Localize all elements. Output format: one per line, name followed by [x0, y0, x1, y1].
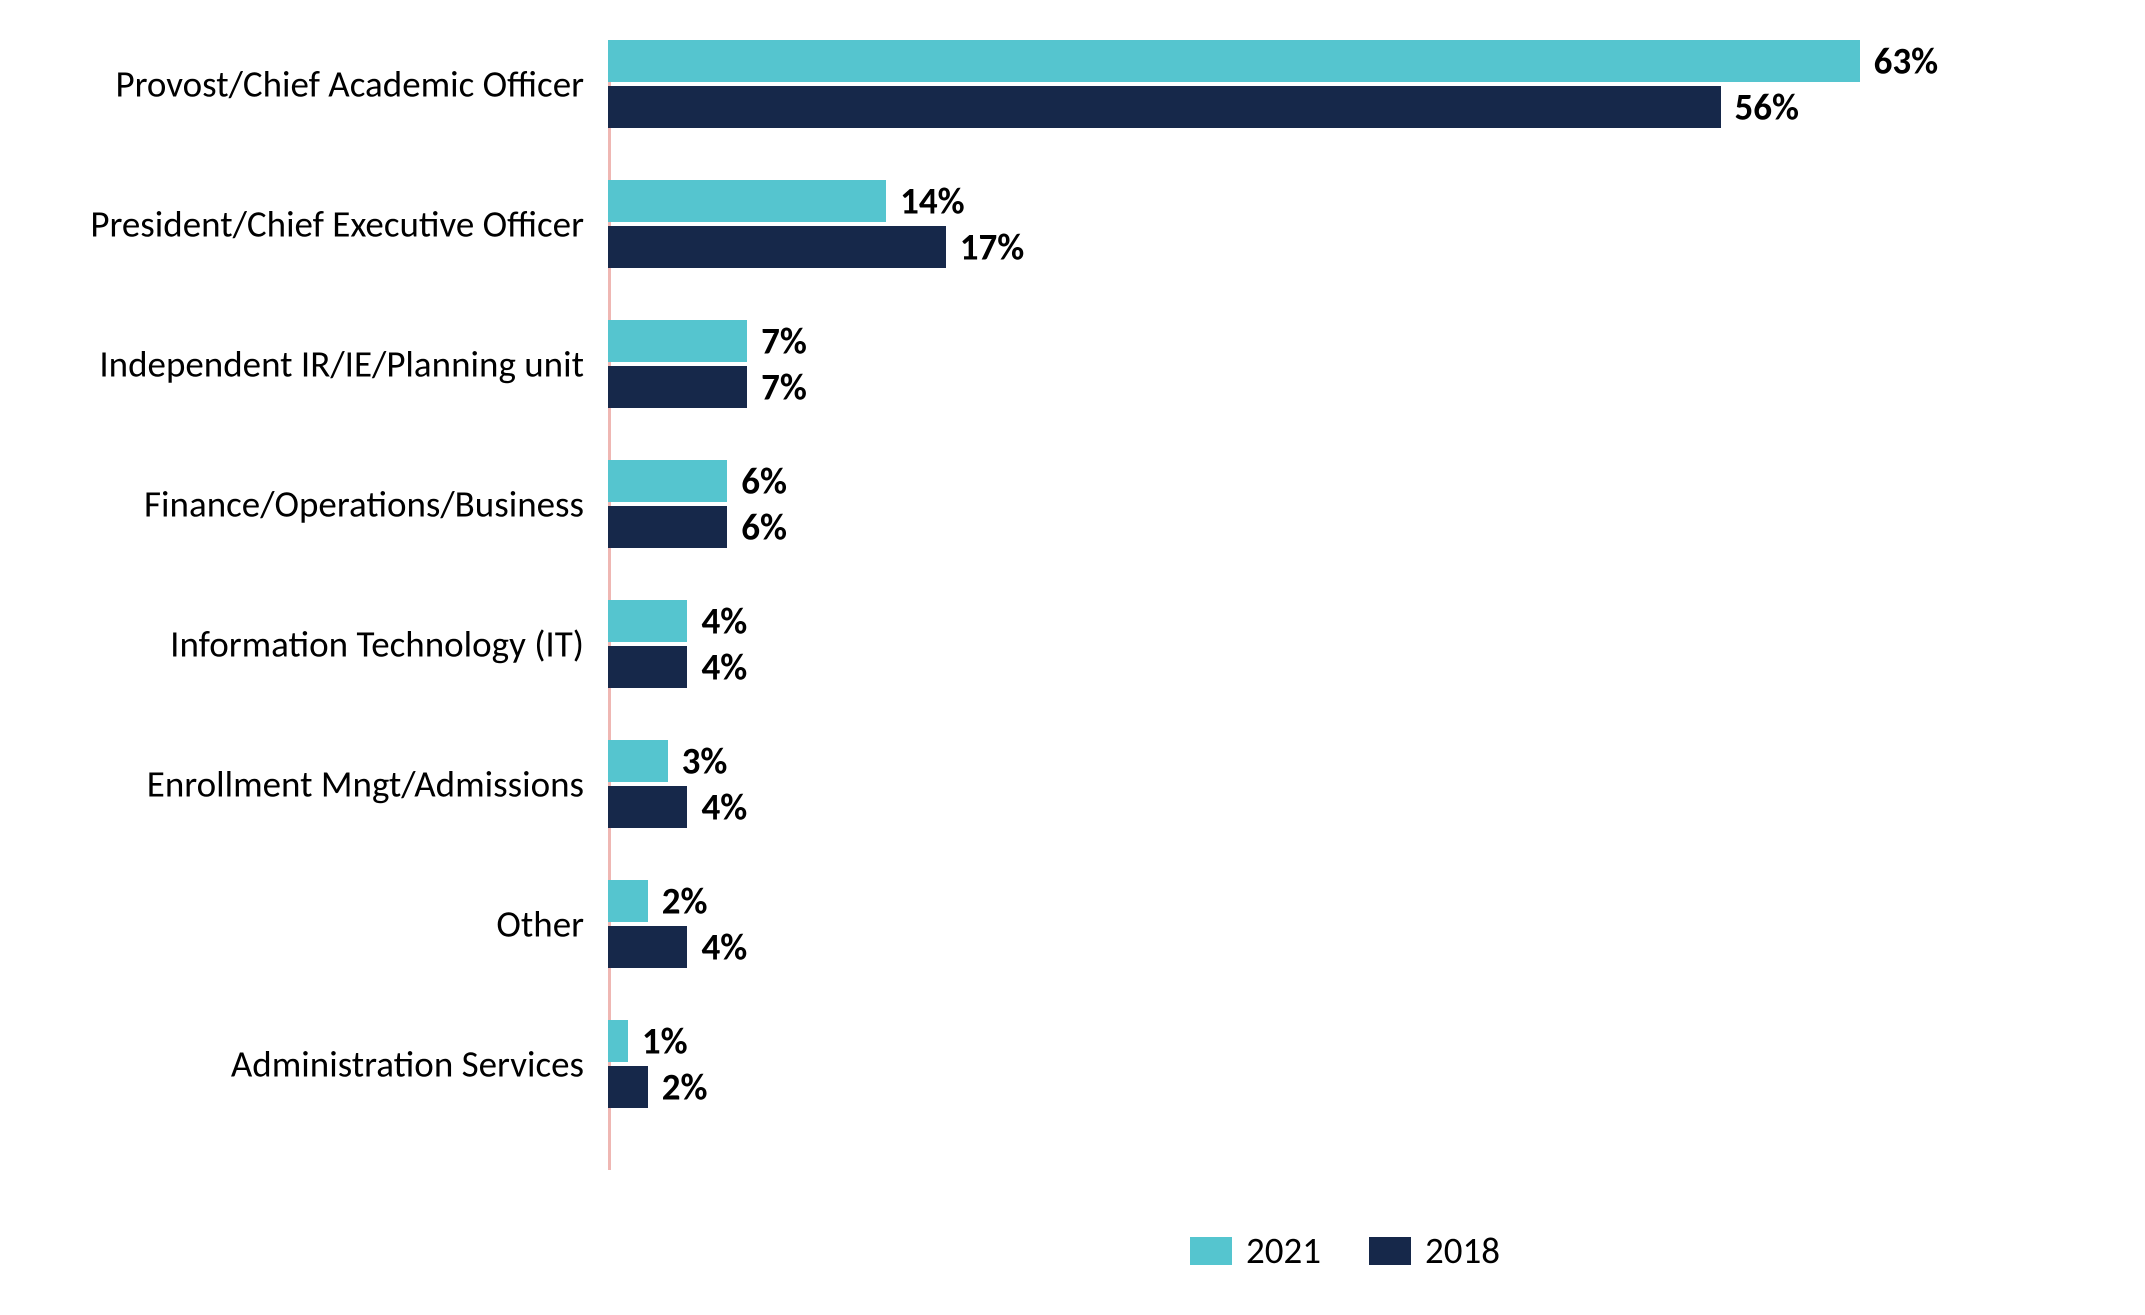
- bar-2018: 2%: [608, 1066, 648, 1108]
- category-label: Finance/Operations/Business: [144, 482, 608, 527]
- bar-value-label: 7%: [747, 365, 807, 410]
- category-label: Information Technology (IT): [170, 622, 608, 667]
- legend-label: 2018: [1425, 1228, 1500, 1273]
- category-label: Provost/Chief Academic Officer: [116, 62, 609, 107]
- bar-2018: 7%: [608, 366, 747, 408]
- bar-2021: 1%: [608, 1020, 628, 1062]
- bar-value-label: 7%: [747, 319, 807, 364]
- bar-value-label: 4%: [687, 599, 747, 644]
- bar-value-label: 6%: [727, 459, 787, 504]
- bar-value-label: 2%: [648, 1065, 708, 1110]
- category-label: Other: [496, 902, 608, 947]
- bar-value-label: 6%: [727, 505, 787, 550]
- category-label: Enrollment Mngt/Admissions: [147, 762, 608, 807]
- plot-area: Provost/Chief Academic Officer63%56%Pres…: [608, 40, 2098, 1170]
- legend-label: 2021: [1246, 1228, 1321, 1273]
- bar-value-label: 4%: [687, 925, 747, 970]
- category-label: Independent IR/IE/Planning unit: [99, 342, 608, 387]
- legend-swatch: [1369, 1237, 1411, 1265]
- bar-value-label: 1%: [628, 1019, 688, 1064]
- bar-value-label: 2%: [648, 879, 708, 924]
- bar-value-label: 14%: [886, 179, 964, 224]
- bar-2018: 4%: [608, 646, 687, 688]
- grouped-horizontal-bar-chart: Provost/Chief Academic Officer63%56%Pres…: [0, 0, 2145, 1315]
- bar-value-label: 56%: [1721, 85, 1799, 130]
- bar-2021: 2%: [608, 880, 648, 922]
- bar-2021: 14%: [608, 180, 886, 222]
- legend: 2021 2018: [1190, 1228, 1500, 1273]
- bar-2021: 4%: [608, 600, 687, 642]
- bar-2018: 4%: [608, 786, 687, 828]
- category-label: Administration Services: [231, 1042, 608, 1087]
- bar-2021: 6%: [608, 460, 727, 502]
- bar-value-label: 4%: [687, 785, 747, 830]
- bar-2021: 3%: [608, 740, 668, 782]
- bar-value-label: 63%: [1860, 39, 1938, 84]
- bar-value-label: 3%: [668, 739, 728, 784]
- legend-item: 2018: [1369, 1228, 1500, 1273]
- bar-2018: 6%: [608, 506, 727, 548]
- bar-value-label: 17%: [946, 225, 1024, 270]
- legend-swatch: [1190, 1237, 1232, 1265]
- bar-2021: 63%: [608, 40, 1860, 82]
- bar-2018: 17%: [608, 226, 946, 268]
- bar-value-label: 4%: [687, 645, 747, 690]
- bar-2018: 56%: [608, 86, 1721, 128]
- category-label: President/Chief Executive Officer: [90, 202, 608, 247]
- bar-2018: 4%: [608, 926, 687, 968]
- bar-2021: 7%: [608, 320, 747, 362]
- legend-item: 2021: [1190, 1228, 1321, 1273]
